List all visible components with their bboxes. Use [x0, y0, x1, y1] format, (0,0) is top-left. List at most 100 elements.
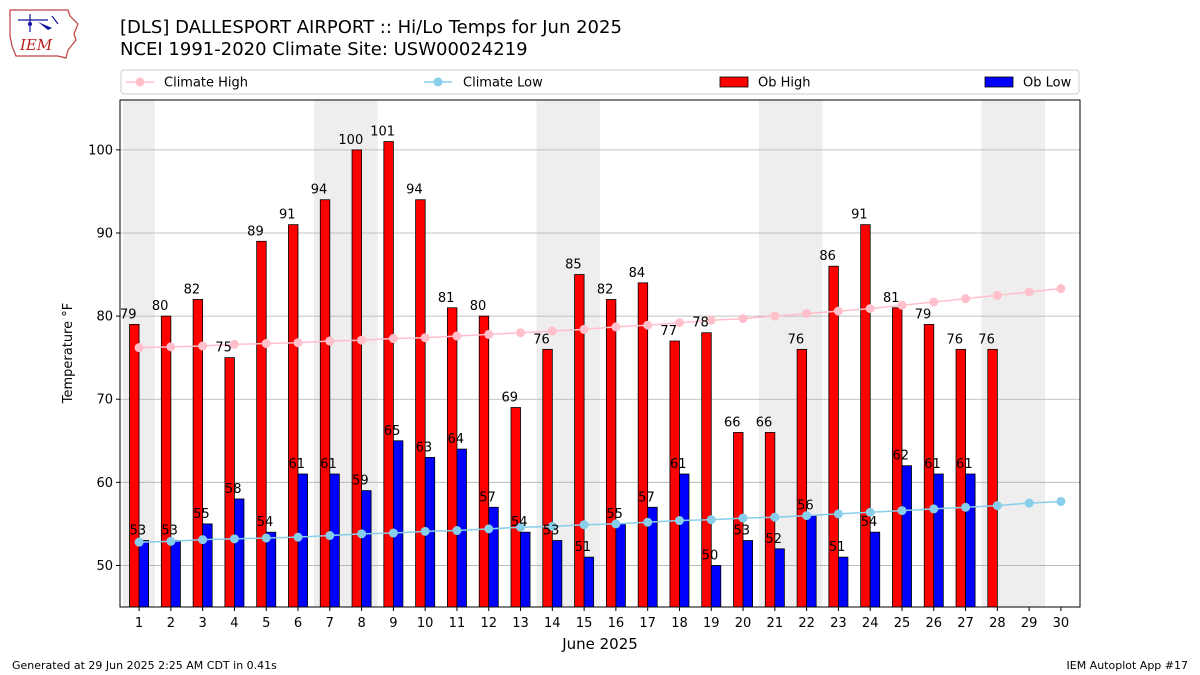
x-tick-label-1: 1	[135, 616, 143, 631]
climate-high-point-12	[484, 329, 494, 339]
ob-low-bar-15	[583, 556, 595, 608]
climate-low-point-12	[484, 524, 494, 534]
climate-high-point-16	[611, 322, 621, 332]
legend-label-ob-low: Ob Low	[1023, 76, 1072, 91]
x-tick-label-25: 25	[894, 616, 911, 631]
climate-high-point-27	[961, 294, 971, 304]
x-tick-label-2: 2	[167, 616, 175, 631]
x-tick-label-22: 22	[798, 616, 815, 631]
ob-low-label-15: 51	[575, 540, 592, 555]
ob-high-label-16: 82	[597, 282, 614, 297]
climate-high-point-22	[802, 309, 812, 319]
climate-high-point-4	[229, 339, 239, 349]
x-tick-label-18: 18	[671, 616, 688, 631]
ob-low-bar-12	[488, 506, 499, 608]
climate-low-point-17	[643, 517, 653, 527]
ob-low-label-16: 55	[606, 507, 623, 522]
weekend-shade-day-29	[1013, 100, 1046, 607]
ob-high-bar-2	[160, 315, 172, 608]
climate-high-point-18	[674, 318, 684, 328]
y-tick-label-50: 50	[96, 559, 113, 574]
climate-low-point-28	[992, 501, 1002, 511]
climate-low-point-8	[357, 529, 367, 539]
ob-low-bar-4	[234, 498, 245, 608]
chart-subtitle: NCEI 1991-2020 Climate Site: USW00024219	[120, 39, 528, 60]
x-tick-label-23: 23	[830, 616, 847, 631]
climate-high-point-7	[325, 336, 335, 346]
climate-high-point-15	[579, 324, 589, 334]
ob-low-label-7: 61	[320, 457, 337, 472]
climate-low-point-20	[738, 513, 748, 523]
ob-high-label-5: 89	[247, 224, 264, 239]
ob-low-label-1: 53	[130, 524, 147, 539]
climate-low-point-6	[293, 532, 303, 542]
x-tick-label-29: 29	[1021, 616, 1038, 631]
ob-high-bar-19	[701, 332, 712, 608]
x-tick-label-20: 20	[735, 616, 752, 631]
ob-high-label-25: 81	[883, 291, 900, 306]
x-tick-label-11: 11	[449, 616, 466, 631]
ob-low-label-12: 57	[479, 490, 496, 505]
ob-low-label-25: 62	[892, 449, 909, 464]
climate-high-point-29	[1024, 287, 1034, 297]
x-tick-label-12: 12	[480, 616, 497, 631]
legend-ob-high: Ob High	[719, 76, 811, 91]
ob-low-label-13: 54	[511, 515, 528, 530]
ob-low-label-11: 64	[447, 432, 464, 447]
ob-low-bar-14	[551, 540, 563, 608]
climate-low-point-11	[452, 526, 462, 536]
x-tick-label-7: 7	[326, 616, 334, 631]
ob-low-bar-2	[170, 540, 181, 608]
ob-low-label-19: 50	[702, 548, 719, 563]
ob-low-label-18: 61	[670, 457, 687, 472]
ob-low-bar-5	[265, 531, 277, 608]
y-axis-label: Temperature °F	[61, 303, 76, 404]
x-tick-label-21: 21	[767, 616, 784, 631]
ob-high-label-3: 82	[184, 282, 201, 297]
climate-low-point-7	[325, 531, 335, 541]
ob-high-bar-14	[542, 348, 553, 608]
climate-low-point-30	[1056, 496, 1066, 506]
ob-high-label-11: 81	[438, 291, 455, 306]
climate-low-point-29	[1024, 498, 1034, 508]
ob-low-label-5: 54	[257, 515, 274, 530]
ob-low-bar-26	[933, 473, 944, 608]
climate-low-point-4	[229, 534, 239, 544]
climate-low-line	[139, 500, 1061, 543]
ob-high-label-19: 78	[692, 316, 709, 331]
ob-low-label-23: 51	[829, 540, 846, 555]
ob-high-label-22: 76	[788, 332, 805, 347]
legend-ob-low: Ob Low	[984, 76, 1072, 91]
ob-low-bar-20	[742, 540, 753, 608]
climate-low-point-25	[897, 506, 907, 516]
ob-low-label-3: 55	[193, 507, 210, 522]
footer-app-name: IEM Autoplot App #17	[1066, 659, 1189, 672]
ob-low-label-9: 65	[384, 424, 401, 439]
ob-low-bar-24	[869, 531, 881, 608]
climate-low-point-18	[674, 516, 684, 526]
ob-low-label-2: 53	[161, 524, 178, 539]
climate-low-point-3	[198, 535, 208, 545]
climate-high-point-13	[516, 328, 526, 338]
x-tick-label-3: 3	[199, 616, 207, 631]
ob-high-bar-28	[987, 348, 998, 608]
climate-high-point-3	[198, 341, 208, 351]
ob-high-label-2: 80	[152, 299, 169, 314]
ob-high-label-21: 66	[756, 415, 773, 430]
ob-low-bar-19	[710, 565, 722, 608]
climate-low-point-22	[802, 511, 812, 521]
climate-high-point-30	[1056, 284, 1066, 294]
ob-low-bar-16	[615, 523, 626, 608]
plot-frame	[119, 99, 1081, 608]
ob-high-label-20: 66	[724, 415, 741, 430]
y-tick-label-90: 90	[96, 226, 113, 241]
legend-label-climate-low: Climate Low	[463, 76, 543, 91]
bar-value-labels: 79 53 80 53 82 55 75 58 89 54 91 61 94 61 100 59 101 65 94…	[120, 125, 995, 564]
legend-label-ob-high: Ob High	[758, 76, 811, 91]
gridlines	[120, 149, 1080, 566]
ob-low-label-14: 53	[543, 524, 560, 539]
x-tick-label-6: 6	[294, 616, 302, 631]
x-tick-label-30: 30	[1053, 616, 1070, 631]
climate-high-point-8	[357, 335, 367, 345]
